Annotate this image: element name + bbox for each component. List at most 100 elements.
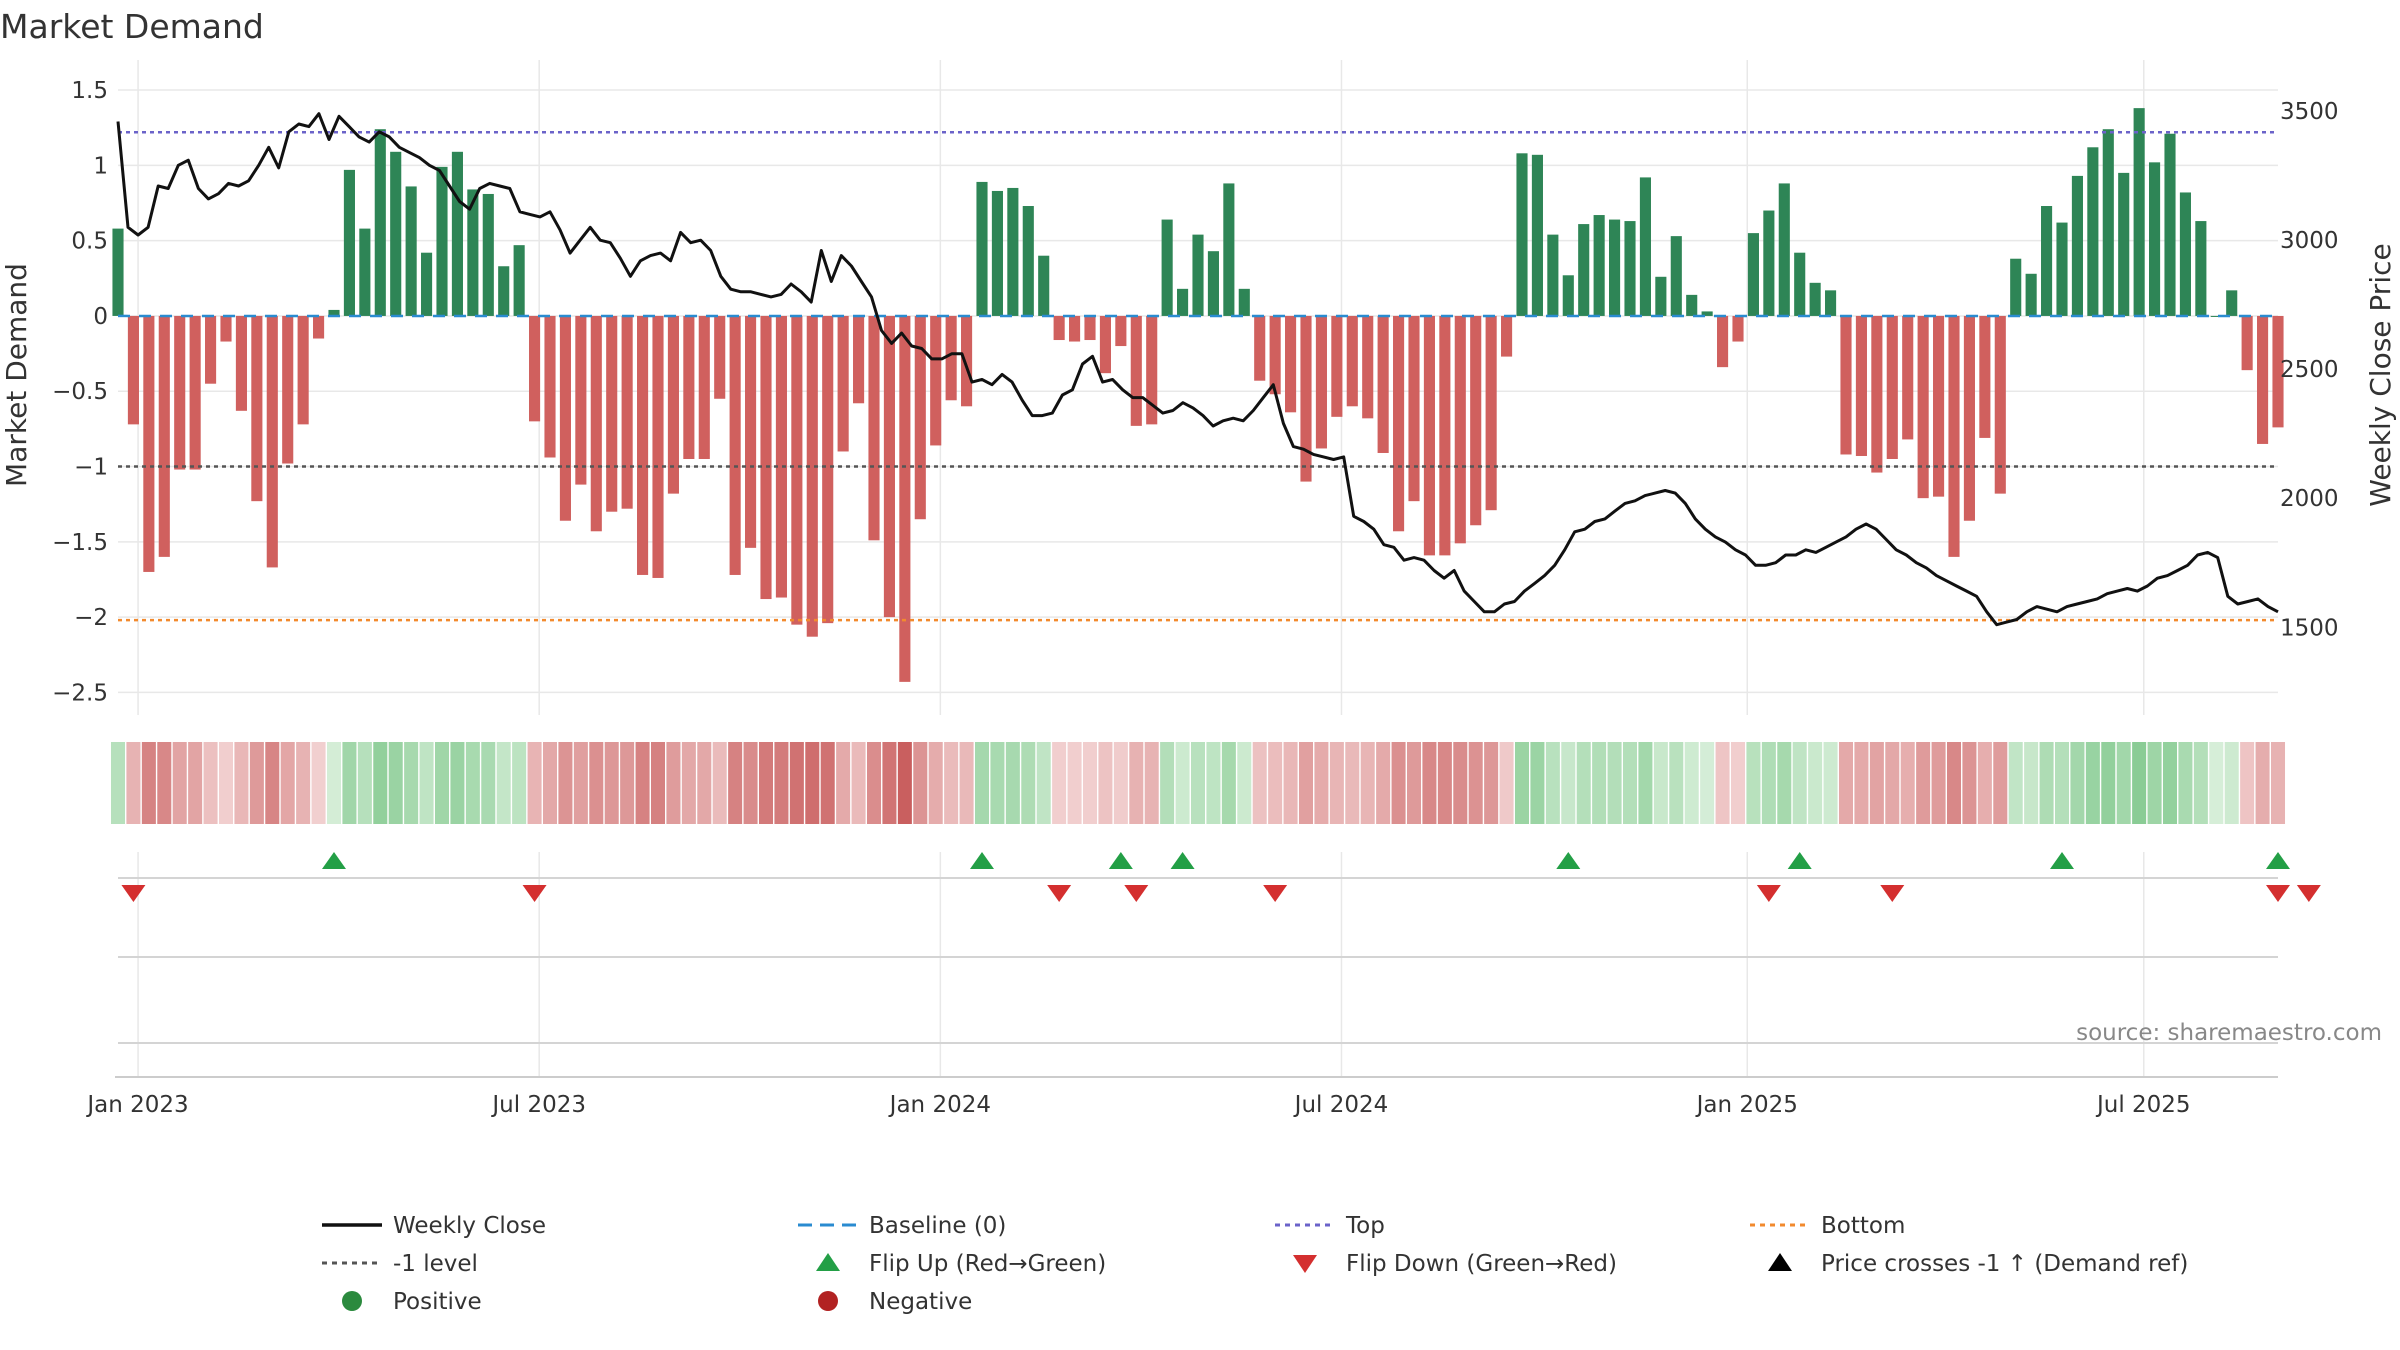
heat-cell — [2224, 742, 2239, 824]
heat-cell — [1237, 742, 1252, 824]
heat-cell — [1869, 742, 1884, 824]
demand-bar — [1778, 183, 1790, 316]
legend-item: Baseline (0) — [798, 1213, 1006, 1239]
heat-cell — [1298, 742, 1314, 824]
demand-bar — [343, 169, 355, 316]
demand-bar — [1562, 275, 1574, 316]
demand-bar — [529, 315, 541, 422]
heat-cell — [434, 742, 450, 824]
flip-down-marker — [522, 885, 547, 902]
heat-cell — [928, 742, 943, 824]
demand-bar — [544, 315, 556, 458]
y-tick-label: −2.5 — [52, 680, 108, 706]
demand-bar — [1038, 255, 1050, 316]
heat-cell — [589, 742, 604, 824]
heat-cell — [944, 742, 959, 824]
heat-cell — [1962, 742, 1977, 824]
demand-bar — [1516, 153, 1528, 316]
heat-cell — [650, 742, 666, 824]
heat-cell — [157, 742, 172, 824]
y2-tick-label: 2500 — [2280, 357, 2339, 383]
heat-cell — [573, 742, 588, 824]
legend-swatch — [342, 1291, 362, 1311]
demand-bar — [698, 315, 710, 459]
heat-cell — [542, 742, 558, 824]
heat-cell — [126, 742, 141, 824]
demand-bar — [1300, 315, 1312, 482]
heat-cell — [789, 742, 804, 824]
demand-bar — [1454, 315, 1466, 544]
demand-bar — [374, 129, 386, 316]
heat-cell — [1129, 742, 1144, 824]
demand-bar — [1670, 236, 1682, 316]
demand-bar — [1639, 177, 1651, 316]
x-tick-label: Jan 2023 — [85, 1092, 188, 1118]
heat-cell — [1268, 742, 1283, 824]
heat-cell — [758, 742, 774, 824]
demand-bar — [2071, 175, 2083, 316]
demand-bar — [143, 315, 155, 572]
flip-down-marker — [1124, 885, 1149, 902]
heat-cell — [1545, 742, 1560, 824]
flip-down-marker — [121, 885, 146, 902]
demand-bar — [2149, 162, 2161, 316]
legend-label: Top — [1345, 1213, 1385, 1239]
demand-bar — [405, 186, 417, 316]
heat-cell — [805, 742, 820, 824]
demand-bar — [806, 315, 818, 637]
heat-cell — [882, 742, 897, 824]
heat-cell — [465, 742, 480, 824]
heat-cell — [2270, 742, 2286, 824]
heat-cell — [110, 742, 126, 824]
demand-bar — [1331, 315, 1343, 417]
flip-down-marker — [1047, 885, 1072, 902]
heat-cell — [2116, 742, 2131, 824]
demand-bar — [1393, 315, 1405, 532]
demand-bar — [1809, 282, 1821, 316]
heat-cell — [1252, 742, 1267, 824]
legend-swatch — [1293, 1255, 1317, 1273]
y-tick-label: −0.5 — [52, 379, 108, 405]
heat-cell — [1792, 742, 1807, 824]
heat-cell — [697, 742, 712, 824]
heat-cell — [357, 742, 372, 824]
heat-cell — [404, 742, 419, 824]
heat-cell — [326, 742, 342, 824]
demand-bar — [590, 315, 602, 532]
demand-bar — [1470, 315, 1482, 526]
heat-cell — [1761, 742, 1776, 824]
heat-cell — [1391, 742, 1406, 824]
heat-cell — [1946, 742, 1962, 824]
demand-bar — [158, 315, 170, 557]
demand-bar — [112, 228, 124, 316]
demand-bar — [467, 189, 479, 316]
heat-cell — [1808, 742, 1823, 824]
legend-item: -1 level — [322, 1251, 478, 1277]
heat-cell — [2024, 742, 2039, 824]
demand-bar — [513, 245, 525, 316]
demand-bar — [652, 315, 664, 578]
demand-bar — [853, 315, 865, 404]
legend-item: Positive — [342, 1289, 482, 1315]
heat-cell — [2054, 742, 2070, 824]
heat-cell — [1823, 742, 1838, 824]
flip-up-marker — [2266, 852, 2290, 869]
demand-bar — [1871, 315, 1883, 473]
demand-bar — [1177, 288, 1189, 316]
heat-cell — [1684, 742, 1699, 824]
y2-tick-label: 1500 — [2280, 615, 2339, 641]
demand-bar — [1794, 252, 1806, 316]
heat-cell — [203, 742, 218, 824]
y-tick-label: −1.5 — [52, 530, 108, 556]
heat-cell — [2209, 742, 2224, 824]
y-tick-label: −2 — [74, 605, 108, 631]
legend-label: Flip Up (Red→Green) — [869, 1251, 1106, 1277]
y2-tick-label: 2000 — [2280, 486, 2339, 512]
demand-bar — [899, 315, 911, 682]
demand-bar — [1346, 315, 1358, 407]
demand-bar — [313, 315, 325, 339]
heat-cell — [712, 742, 727, 824]
heat-cell — [1530, 742, 1545, 824]
demand-bar — [421, 252, 433, 316]
heat-cell — [1592, 742, 1607, 824]
